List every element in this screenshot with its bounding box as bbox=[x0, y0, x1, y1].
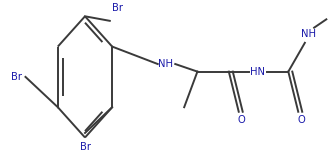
Text: Br: Br bbox=[113, 3, 124, 13]
Text: Br: Br bbox=[11, 72, 22, 82]
Text: NH: NH bbox=[301, 29, 316, 39]
Text: NH: NH bbox=[158, 59, 174, 69]
Text: HN: HN bbox=[250, 67, 265, 77]
Text: Br: Br bbox=[79, 142, 91, 152]
Text: O: O bbox=[237, 115, 245, 125]
Text: O: O bbox=[297, 115, 305, 125]
